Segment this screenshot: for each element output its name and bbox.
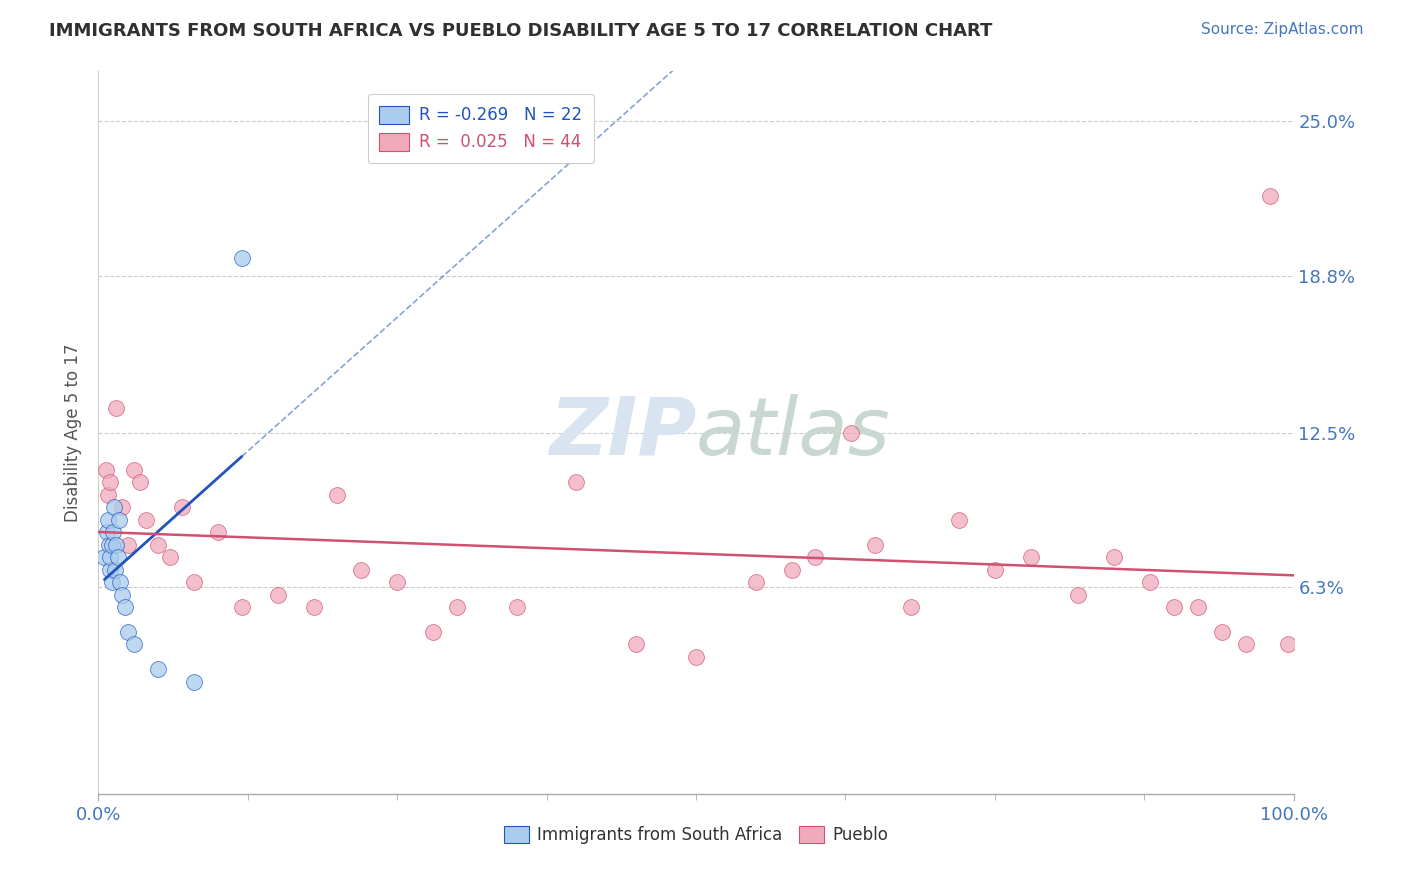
Point bbox=[626, 637, 648, 651]
Text: Source: ZipAtlas.com: Source: ZipAtlas.com bbox=[1201, 22, 1364, 37]
Point bbox=[111, 588, 134, 602]
Point bbox=[159, 550, 181, 565]
Point bbox=[745, 575, 768, 590]
Point bbox=[117, 538, 139, 552]
Point bbox=[98, 475, 122, 490]
Point bbox=[105, 401, 128, 415]
Point bbox=[350, 563, 373, 577]
Point bbox=[1163, 600, 1185, 615]
Point bbox=[422, 624, 444, 639]
Point bbox=[94, 463, 117, 477]
Point bbox=[565, 475, 588, 490]
Point bbox=[1139, 575, 1161, 590]
Point bbox=[685, 649, 707, 664]
Point bbox=[97, 488, 120, 502]
Point bbox=[1067, 588, 1090, 602]
Point bbox=[104, 563, 127, 577]
Point bbox=[129, 475, 152, 490]
Point bbox=[984, 563, 1007, 577]
Point bbox=[231, 600, 253, 615]
Point bbox=[1234, 637, 1257, 651]
Point bbox=[105, 538, 128, 552]
Point bbox=[1019, 550, 1042, 565]
Point bbox=[302, 600, 325, 615]
Point bbox=[148, 662, 170, 676]
Point bbox=[97, 513, 120, 527]
Point bbox=[172, 500, 194, 515]
Legend: Immigrants from South Africa, Pueblo: Immigrants from South Africa, Pueblo bbox=[498, 819, 894, 851]
Point bbox=[1104, 550, 1126, 565]
Point bbox=[207, 525, 229, 540]
Point bbox=[124, 637, 146, 651]
Point bbox=[1211, 624, 1233, 639]
Point bbox=[948, 513, 970, 527]
Point bbox=[148, 538, 170, 552]
Point bbox=[1258, 189, 1281, 203]
Point bbox=[98, 563, 122, 577]
Point bbox=[135, 513, 157, 527]
Point bbox=[183, 575, 205, 590]
Point bbox=[231, 251, 253, 265]
Point bbox=[804, 550, 827, 565]
Point bbox=[865, 538, 887, 552]
Point bbox=[506, 600, 529, 615]
Point bbox=[107, 550, 129, 565]
Point bbox=[103, 500, 125, 515]
Point bbox=[1187, 600, 1209, 615]
Point bbox=[100, 575, 122, 590]
Point bbox=[98, 538, 121, 552]
Point bbox=[780, 563, 803, 577]
Y-axis label: Disability Age 5 to 17: Disability Age 5 to 17 bbox=[65, 343, 83, 522]
Point bbox=[841, 425, 863, 440]
Text: ZIP: ZIP bbox=[548, 393, 696, 472]
Point bbox=[124, 463, 146, 477]
Point bbox=[900, 600, 922, 615]
Text: IMMIGRANTS FROM SOUTH AFRICA VS PUEBLO DISABILITY AGE 5 TO 17 CORRELATION CHART: IMMIGRANTS FROM SOUTH AFRICA VS PUEBLO D… bbox=[49, 22, 993, 40]
Point bbox=[114, 600, 136, 615]
Text: atlas: atlas bbox=[696, 393, 891, 472]
Point bbox=[385, 575, 409, 590]
Point bbox=[98, 550, 122, 565]
Point bbox=[117, 624, 139, 639]
Point bbox=[183, 674, 205, 689]
Point bbox=[101, 525, 124, 540]
Point bbox=[111, 500, 134, 515]
Point bbox=[100, 538, 122, 552]
Point bbox=[326, 488, 349, 502]
Point bbox=[108, 575, 131, 590]
Point bbox=[107, 513, 129, 527]
Point bbox=[96, 525, 118, 540]
Point bbox=[446, 600, 468, 615]
Point bbox=[1277, 637, 1299, 651]
Point bbox=[267, 588, 290, 602]
Point bbox=[93, 550, 115, 565]
